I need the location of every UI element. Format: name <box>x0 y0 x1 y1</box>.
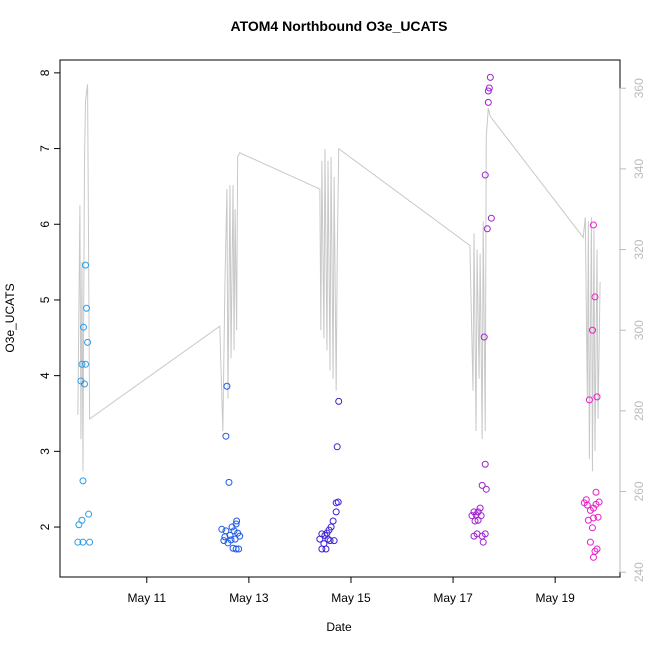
point <box>487 214 495 222</box>
y-tick-label: 6 <box>38 221 52 228</box>
y-tick-label: 2 <box>38 523 52 530</box>
point <box>484 87 492 95</box>
y-tick-label: 8 <box>38 69 52 76</box>
point <box>222 432 230 440</box>
point <box>585 396 593 404</box>
point <box>478 481 486 489</box>
y-tick-label: 3 <box>38 448 52 455</box>
point <box>480 333 488 341</box>
y-tick-label: 4 <box>38 372 52 379</box>
point <box>326 537 334 545</box>
point <box>232 545 240 553</box>
point <box>583 501 591 509</box>
point <box>227 536 235 544</box>
point <box>79 323 87 331</box>
point <box>333 443 341 451</box>
y2-tick-label: 320 <box>632 239 646 259</box>
point <box>82 261 90 269</box>
point <box>322 545 330 553</box>
point <box>86 538 94 546</box>
point <box>75 521 83 529</box>
point <box>481 530 489 538</box>
point <box>332 499 340 507</box>
point <box>74 538 82 546</box>
point <box>592 488 600 496</box>
line <box>77 84 601 472</box>
point <box>84 338 92 346</box>
y-tick-label: 7 <box>38 145 52 152</box>
point <box>225 478 233 486</box>
y-tick-label: 5 <box>38 296 52 303</box>
chart-title: ATOM4 Northbound O3e_UCATS <box>231 18 448 34</box>
y-axis-label: O3e_UCATS <box>3 283 17 352</box>
y2-tick-label: 260 <box>632 481 646 501</box>
point <box>78 360 86 368</box>
point <box>484 98 492 106</box>
point <box>82 360 90 368</box>
point <box>83 304 91 312</box>
point <box>318 545 326 553</box>
point <box>595 498 603 506</box>
point <box>85 510 93 518</box>
y2-tick-label: 240 <box>632 562 646 582</box>
point <box>589 553 597 561</box>
point <box>230 527 238 535</box>
point <box>79 477 87 485</box>
x-tick-label: May 15 <box>331 591 371 605</box>
x-axis-label: Date <box>326 620 352 634</box>
x-tick-label: May 19 <box>535 591 575 605</box>
point <box>329 517 337 525</box>
point <box>483 225 491 233</box>
point <box>586 538 594 546</box>
point <box>232 520 240 528</box>
point <box>222 527 230 535</box>
point <box>233 517 241 525</box>
point <box>470 532 478 540</box>
point <box>330 537 338 545</box>
point <box>594 513 602 521</box>
x-tick-label: May 13 <box>229 591 269 605</box>
point <box>481 171 489 179</box>
point <box>479 538 487 546</box>
point <box>220 537 228 545</box>
point <box>591 293 599 301</box>
point <box>316 535 324 543</box>
point <box>593 545 601 553</box>
point <box>468 512 476 520</box>
point <box>324 535 332 543</box>
point <box>470 508 478 516</box>
point <box>235 545 243 553</box>
point <box>471 517 479 525</box>
point <box>79 538 87 546</box>
point <box>589 221 597 229</box>
point <box>481 460 489 468</box>
point <box>477 512 485 520</box>
y2-tick-label: 280 <box>632 401 646 421</box>
point <box>482 485 490 493</box>
x-tick-label: May 17 <box>433 591 473 605</box>
y2-tick-label: 360 <box>632 78 646 98</box>
point <box>332 508 340 516</box>
point <box>588 524 596 532</box>
y2-tick-label: 300 <box>632 320 646 340</box>
x-tick-label: May 11 <box>128 591 167 605</box>
point <box>231 535 239 543</box>
point <box>486 73 494 81</box>
point <box>335 397 343 405</box>
point <box>589 514 597 522</box>
point <box>223 382 231 390</box>
y2-tick-label: 340 <box>632 159 646 179</box>
point <box>218 525 226 533</box>
point <box>226 531 234 539</box>
point <box>582 496 590 504</box>
point <box>81 380 89 388</box>
point <box>593 393 601 401</box>
point <box>588 326 596 334</box>
point <box>476 504 484 512</box>
point <box>485 84 493 92</box>
